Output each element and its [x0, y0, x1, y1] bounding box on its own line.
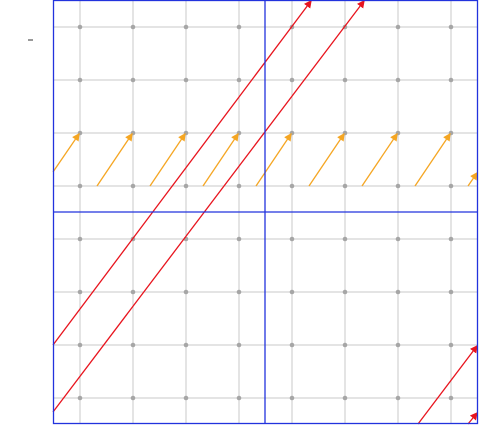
- red-arrow: [417, 344, 478, 425]
- grid-dot: [342, 183, 348, 189]
- grid-dot: [236, 24, 242, 30]
- orange-arrows: [52, 132, 478, 187]
- grid-dot: [395, 77, 401, 83]
- orange-arrow: [149, 132, 186, 187]
- grid-dot: [130, 289, 136, 295]
- grid-dot: [395, 183, 401, 189]
- grid-dot: [342, 289, 348, 295]
- grid-dot: [130, 183, 136, 189]
- grid-dot: [395, 289, 401, 295]
- grid-dot: [236, 236, 242, 242]
- grid-dot: [183, 183, 189, 189]
- grid-dot: [183, 395, 189, 401]
- grid-dot: [289, 77, 295, 83]
- grid-dot: [236, 77, 242, 83]
- orange-arrow: [96, 132, 133, 187]
- orange-arrow: [255, 132, 292, 187]
- grid-dot: [448, 236, 454, 242]
- grid-dot: [236, 342, 242, 348]
- grid-dot: [183, 77, 189, 83]
- grid-dot: [130, 24, 136, 30]
- grid-dot: [77, 395, 83, 401]
- grid-dot: [395, 24, 401, 30]
- grid-dot: [289, 342, 295, 348]
- grid-dot: [342, 395, 348, 401]
- grid-dot: [236, 395, 242, 401]
- red-arrow: [52, 0, 312, 346]
- red-arrow: [52, 0, 365, 413]
- grid-dot: [448, 289, 454, 295]
- grid-dot: [77, 236, 83, 242]
- grid-dot: [77, 183, 83, 189]
- red-arrow: [467, 411, 478, 425]
- grid-dot: [289, 183, 295, 189]
- grid-dot: [395, 342, 401, 348]
- grid-dot: [395, 236, 401, 242]
- orange-arrow: [414, 132, 451, 187]
- grid-dot: [448, 395, 454, 401]
- grid-dot: [77, 289, 83, 295]
- red-arrows: [52, 0, 478, 425]
- orange-arrow: [467, 171, 478, 187]
- grid-dot: [77, 24, 83, 30]
- orange-arrow: [202, 132, 239, 187]
- grid-dot: [130, 395, 136, 401]
- grid-dot: [77, 77, 83, 83]
- orange-arrow: [52, 132, 80, 173]
- grid-dot: [448, 342, 454, 348]
- grid-dot: [130, 77, 136, 83]
- grid-dot: [448, 77, 454, 83]
- grid-dot: [342, 342, 348, 348]
- grid-dot: [183, 342, 189, 348]
- grid-dot: [183, 24, 189, 30]
- grid-dots: [77, 24, 454, 401]
- grid-dot: [236, 289, 242, 295]
- grid-dot: [342, 236, 348, 242]
- grid-dot: [289, 236, 295, 242]
- grid-dot: [183, 289, 189, 295]
- grid-dot: [448, 24, 454, 30]
- grid-dot: [236, 183, 242, 189]
- plot-frame: [52, 0, 479, 425]
- grid-dot: [77, 342, 83, 348]
- grid-dot: [342, 77, 348, 83]
- orange-arrow: [308, 132, 345, 187]
- orange-arrow: [361, 132, 398, 187]
- grid-dot: [448, 183, 454, 189]
- grid-dot: [289, 395, 295, 401]
- grid-dot: [289, 289, 295, 295]
- grid-dot: [395, 395, 401, 401]
- grid-dot: [130, 342, 136, 348]
